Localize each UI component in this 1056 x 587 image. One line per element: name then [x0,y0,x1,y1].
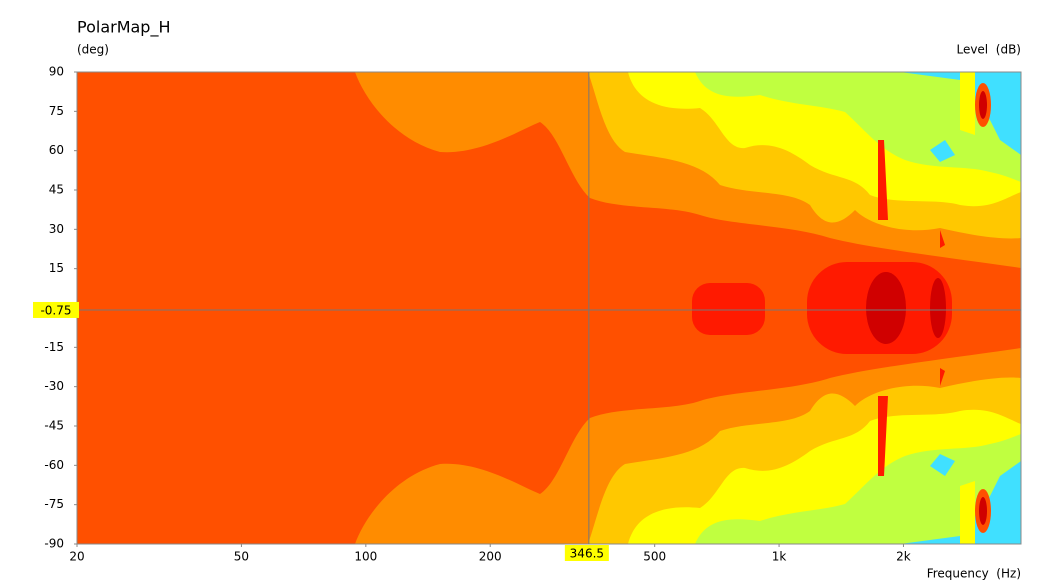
contour-band [866,272,906,344]
y-tick-label: 75 [49,104,64,118]
y-tick-label: -90 [44,537,64,551]
x-tick-label: 20 [69,550,84,564]
y-tick-label: -75 [44,497,64,511]
x-tick-label: 1k [772,550,787,564]
contour-band [692,283,765,335]
y-tick-label: -45 [44,419,64,433]
contour-band [930,278,946,338]
y-tick-label: -15 [44,340,64,354]
y-tick-label: -30 [44,379,64,393]
contour-band [900,72,1021,162]
legend-label: Level (dB) [956,43,1021,57]
x-tick-label: 50 [234,550,249,564]
cursor-label-box [33,301,79,318]
y-tick-label: 45 [49,183,64,197]
y-tick-label: 60 [49,143,64,157]
contour-half [355,72,1021,268]
cursor-y-label: -0.75 [40,303,71,317]
y-tick-label: 90 [49,65,64,79]
y-tick-label: 30 [49,222,64,236]
chart-title: PolarMap_H [77,18,171,38]
x-axis-label: Frequency (Hz) [927,567,1021,581]
x-tick-label: 200 [479,550,502,564]
y-tick-label: 15 [49,261,64,275]
cursor-label-box [564,545,609,561]
y-axis-label: (deg) [77,43,109,57]
contour-band [960,72,975,135]
x-tick-label: 100 [354,550,377,564]
x-tick-label: 2k [896,550,911,564]
x-tick-label: 500 [643,550,666,564]
contour-band [979,91,987,119]
y-tick-label: -60 [44,458,64,472]
contour-map [77,72,1021,544]
cursor-x-label: 346.5 [570,547,604,561]
